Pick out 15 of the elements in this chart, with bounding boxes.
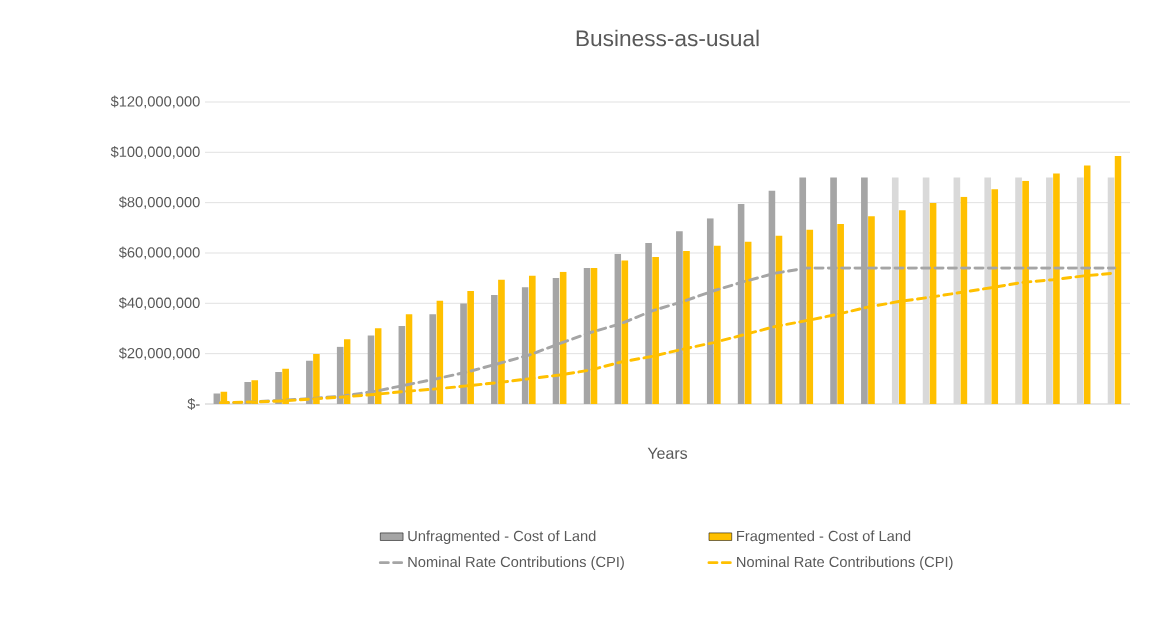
y-tick-label: $- [187,398,200,410]
x-axis-title: Years [647,447,688,459]
chart-title: Business-as-usual [576,29,759,47]
y-tick-label: $20,000,000 [118,347,200,361]
y-tick-label: $60,000,000 [118,246,200,260]
y-tick-label: $80,000,000 [118,196,200,210]
y-tick-label: $120,000,000 [110,95,200,109]
y-tick-label: $40,000,000 [118,296,200,310]
bar [213,393,221,404]
bar [1114,156,1122,404]
legend-label: Fragmented - Cost of Land [737,530,911,545]
y-tick-label: $100,000,000 [110,145,200,159]
legend-label: Nominal Rate Contributions (CPI) [408,556,624,570]
legend-label: Unfragmented - Cost of Land [408,530,596,545]
legend-label: Nominal Rate Contributions (CPI) [737,556,953,570]
